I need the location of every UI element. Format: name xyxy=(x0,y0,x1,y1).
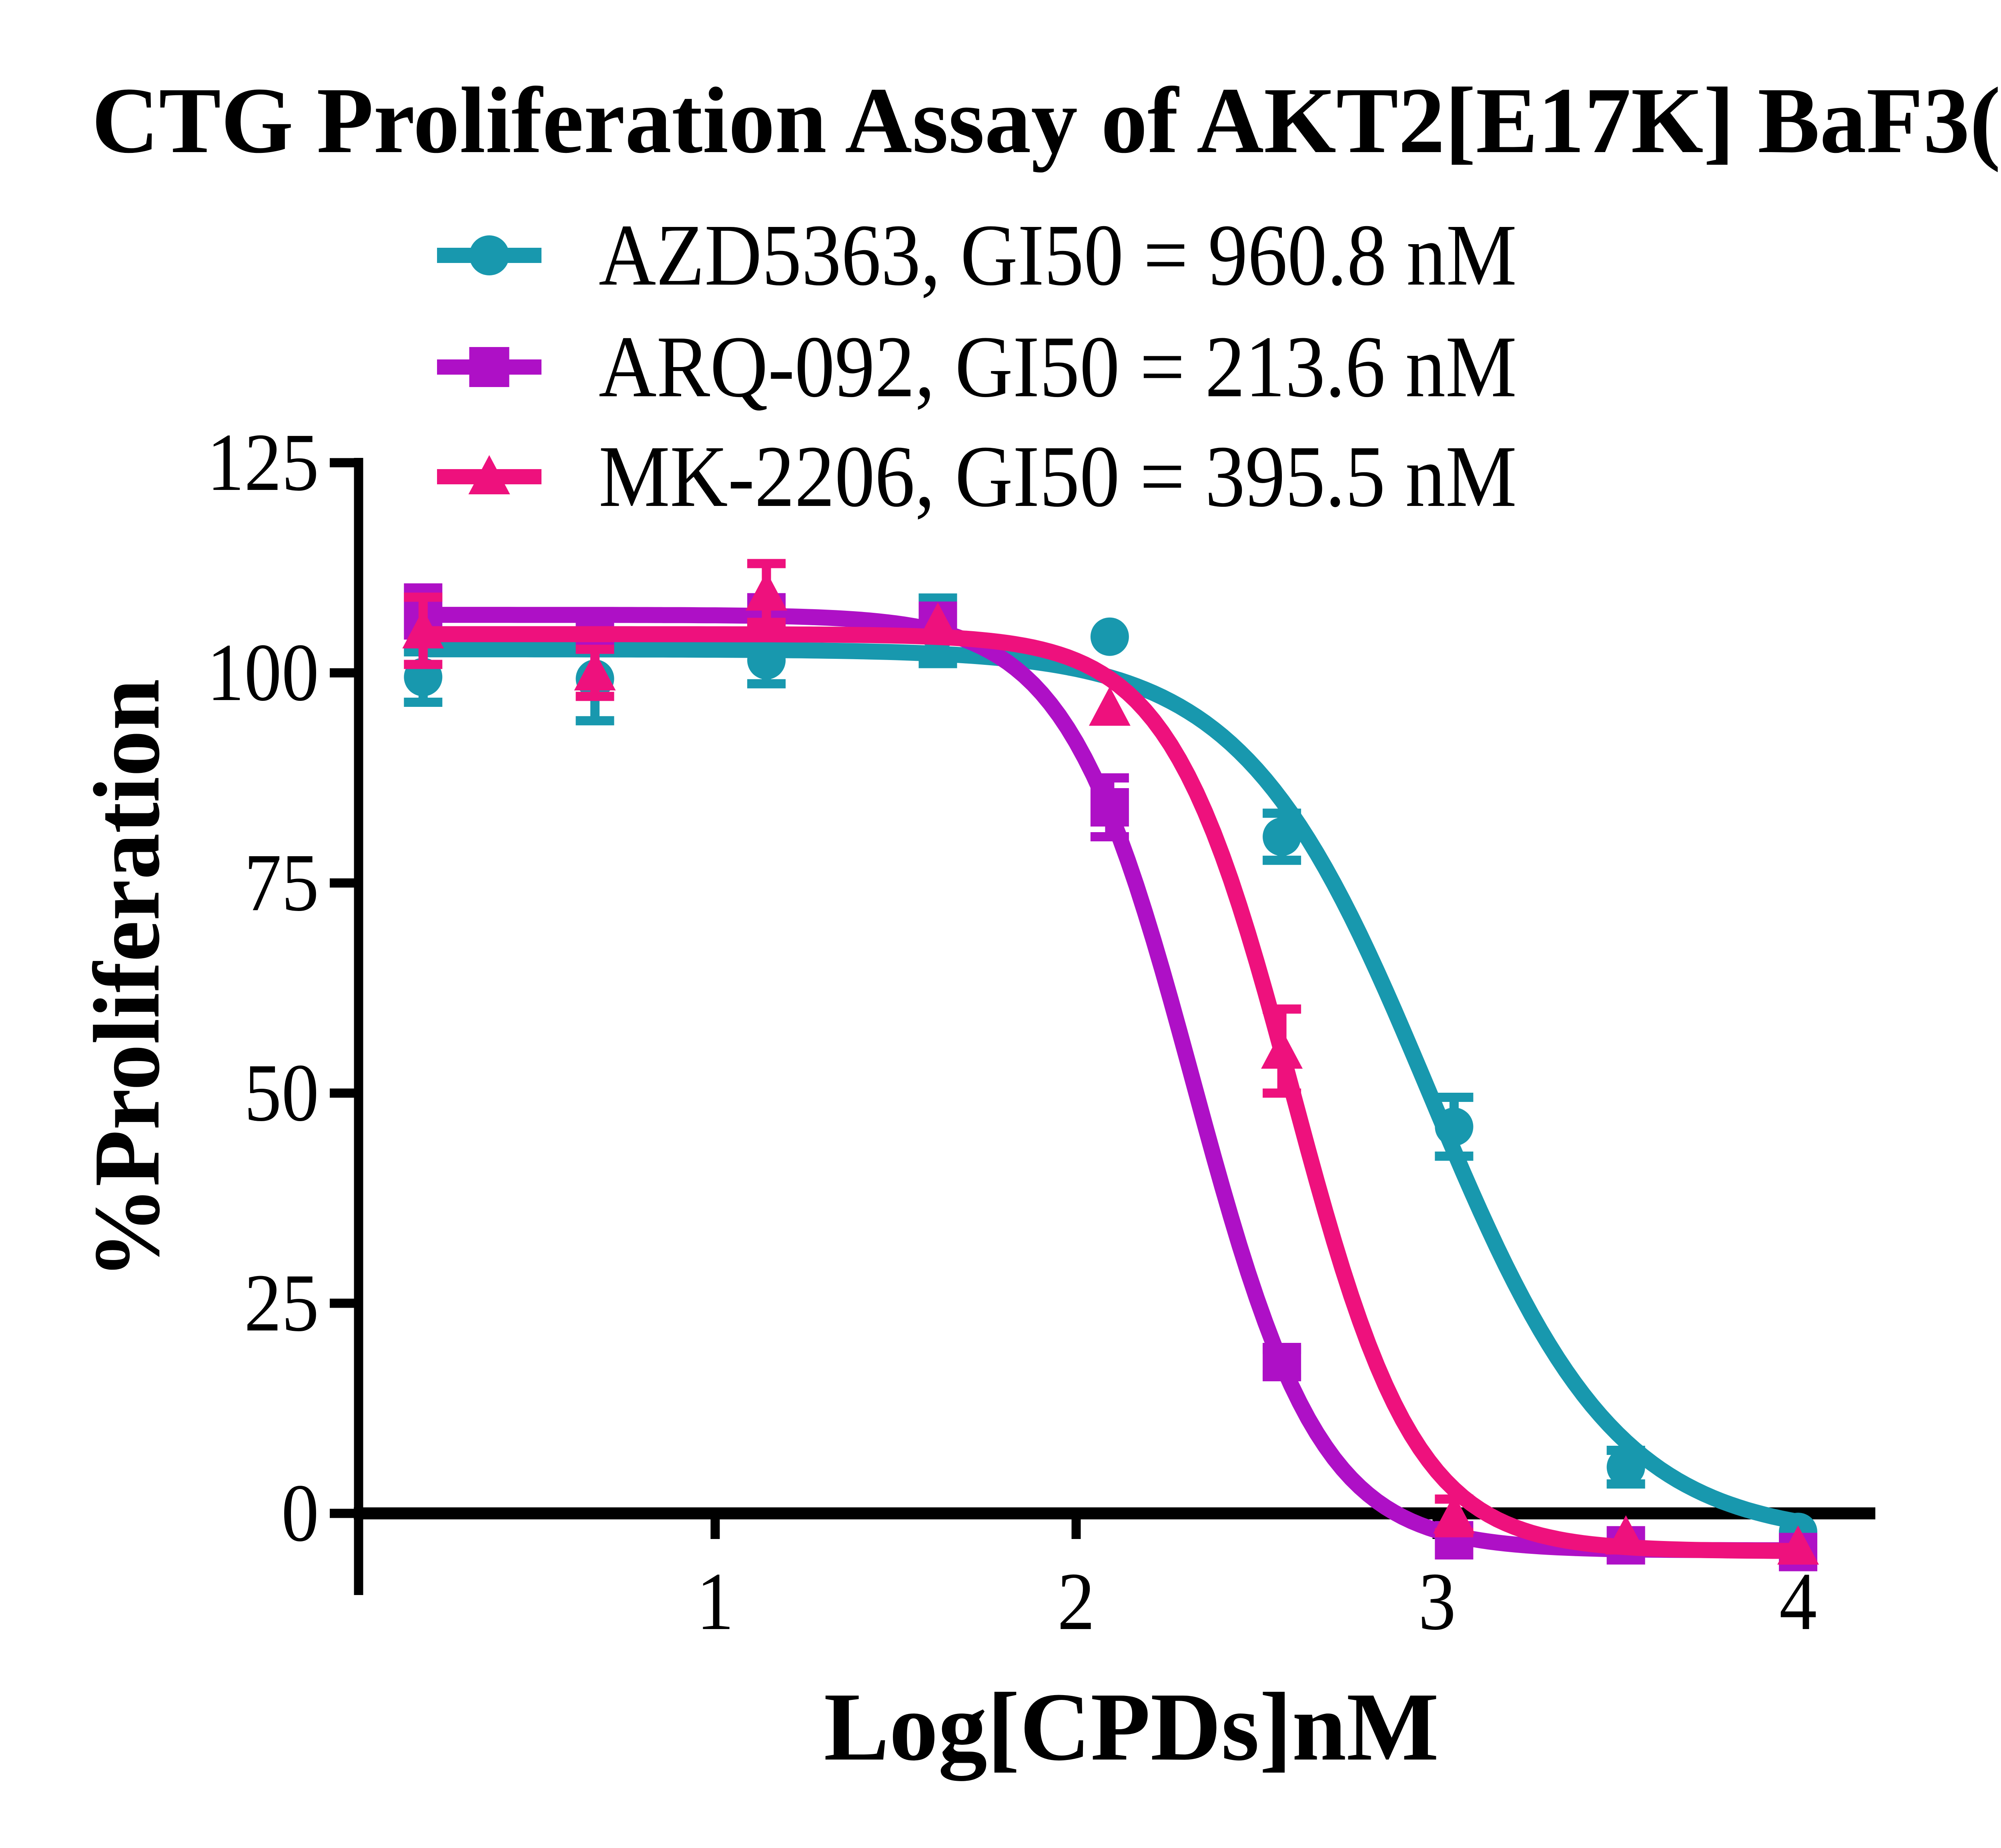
svg-text:MK-2206, GI50 = 395.5 nM: MK-2206, GI50 = 395.5 nM xyxy=(599,427,1517,525)
svg-text:2: 2 xyxy=(1057,1555,1095,1647)
svg-text:1: 1 xyxy=(696,1555,734,1647)
svg-text:25: 25 xyxy=(244,1257,319,1348)
svg-text:100: 100 xyxy=(207,626,319,718)
svg-text:Log[CPDs]nM: Log[CPDs]nM xyxy=(824,1673,1439,1781)
svg-text:ARQ-092, GI50 = 213.6 nM: ARQ-092, GI50 = 213.6 nM xyxy=(599,318,1517,415)
svg-text:75: 75 xyxy=(244,837,319,928)
svg-text:CTG Proliferation Assay of AKT: CTG Proliferation Assay of AKT2[E17K] Ba… xyxy=(92,68,2001,173)
svg-text:AZD5363, GI50 = 960.8 nM: AZD5363, GI50 = 960.8 nM xyxy=(599,206,1517,304)
svg-text:125: 125 xyxy=(207,416,319,508)
svg-text:50: 50 xyxy=(244,1047,319,1138)
svg-text:%Proliferation: %Proliferation xyxy=(75,679,179,1279)
svg-text:3: 3 xyxy=(1418,1555,1456,1647)
svg-text:0: 0 xyxy=(281,1467,319,1559)
